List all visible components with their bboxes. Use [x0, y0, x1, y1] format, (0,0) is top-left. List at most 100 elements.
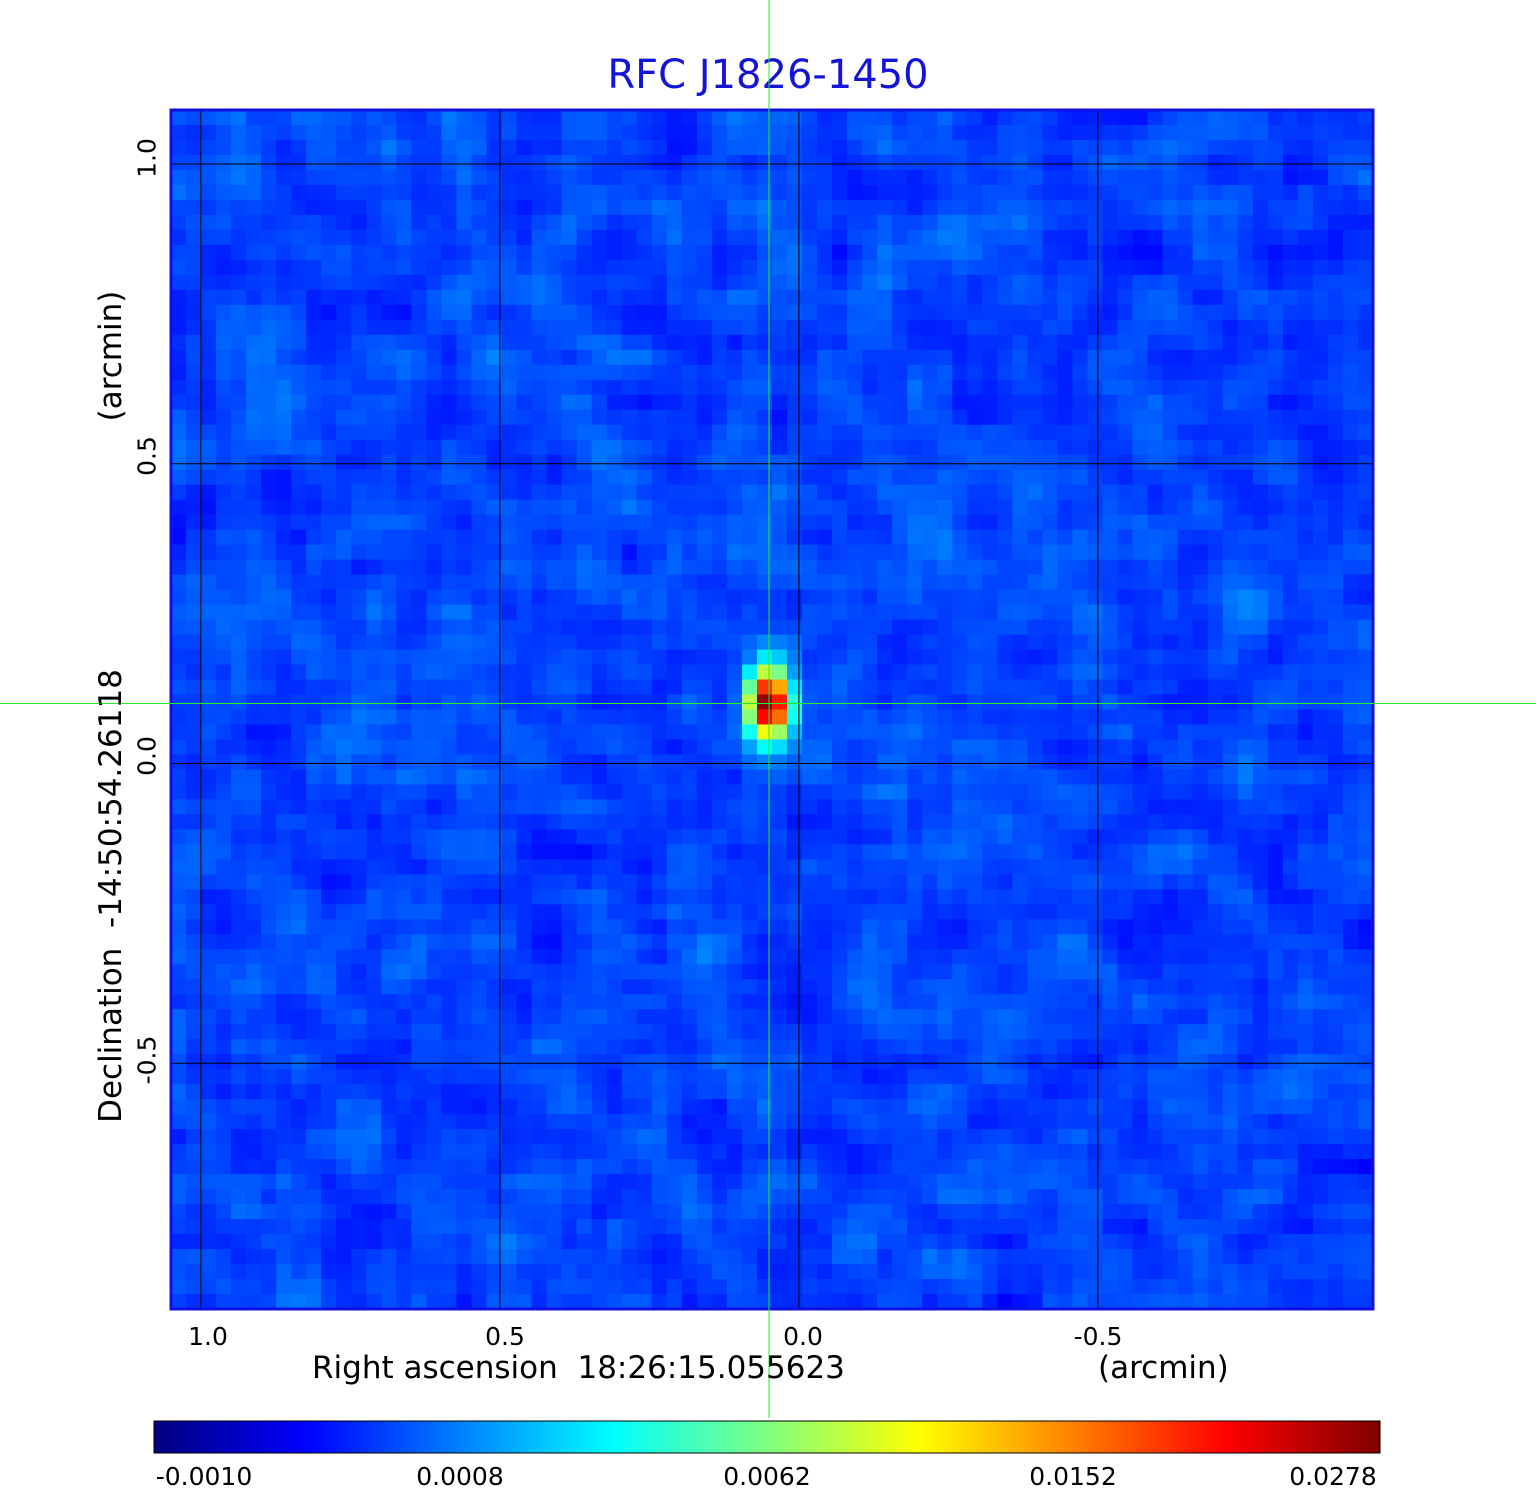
heatmap-cell: [231, 964, 247, 980]
heatmap-cell: [681, 529, 698, 546]
heatmap-cell: [621, 769, 638, 786]
heatmap-cell: [501, 889, 518, 905]
heatmap-cell: [201, 454, 217, 471]
heatmap-cell: [1327, 454, 1344, 471]
heatmap-cell: [711, 679, 728, 696]
heatmap-cell: [982, 289, 998, 306]
heatmap-cell: [1267, 904, 1284, 920]
heatmap-cell: [1087, 559, 1104, 576]
heatmap-cell: [1282, 889, 1299, 905]
heatmap-cell: [1012, 454, 1029, 471]
heatmap-cell: [1327, 274, 1344, 291]
heatmap-cell: [1132, 739, 1149, 756]
heatmap-cell: [1252, 784, 1269, 801]
heatmap-cell: [381, 829, 397, 845]
heatmap-cell: [1102, 349, 1119, 366]
heatmap-cell: [982, 574, 998, 591]
heatmap-cell: [621, 979, 638, 995]
heatmap-cell: [1042, 199, 1059, 216]
heatmap-cell: [561, 139, 578, 156]
heatmap-cell: [366, 874, 382, 890]
heatmap-cell: [411, 979, 428, 995]
heatmap-cell: [696, 124, 713, 141]
heatmap-cell: [952, 319, 968, 336]
heatmap-cell: [441, 934, 458, 950]
heatmap-cell: [1357, 184, 1374, 201]
heatmap-cell: [1057, 769, 1074, 786]
heatmap-cell: [366, 754, 382, 771]
heatmap-cell: [576, 829, 593, 845]
heatmap-cell: [576, 124, 593, 141]
heatmap-cell: [1012, 724, 1029, 741]
heatmap-cell: [411, 829, 428, 845]
heatmap-cell: [681, 469, 698, 486]
heatmap-cell: [1357, 829, 1374, 845]
heatmap-cell: [546, 184, 563, 201]
heatmap-cell: [216, 334, 232, 351]
heatmap-cell: [171, 589, 187, 606]
heatmap-cell: [1132, 649, 1149, 666]
heatmap-cell: [366, 394, 382, 411]
heatmap-cell: [877, 244, 893, 261]
heatmap-cell: [1222, 259, 1239, 276]
heatmap-cell: [1312, 364, 1329, 381]
heatmap-cell: [366, 634, 382, 651]
heatmap-cell: [756, 454, 773, 471]
heatmap-cell: [817, 514, 833, 531]
heatmap-cell: [696, 110, 713, 126]
heatmap-cell: [561, 769, 578, 786]
heatmap-cell: [396, 754, 413, 771]
heatmap-cell: [1222, 634, 1239, 651]
heatmap-cell: [862, 439, 878, 456]
heatmap-cell: [591, 619, 608, 636]
heatmap-cell: [982, 679, 998, 696]
heatmap-cell: [216, 679, 232, 696]
heatmap-cell: [216, 499, 232, 516]
heatmap-cell: [1222, 739, 1239, 756]
heatmap-cell: [1087, 499, 1104, 516]
heatmap-cell: [1072, 514, 1089, 531]
heatmap-cell: [802, 889, 818, 905]
heatmap-cell: [666, 964, 683, 980]
heatmap-cell: [1102, 244, 1119, 261]
heatmap-cell: [1207, 619, 1224, 636]
heatmap-cell: [486, 544, 503, 561]
heatmap-cell: [877, 649, 893, 666]
heatmap-cell: [1162, 679, 1179, 696]
heatmap-cell: [651, 139, 668, 156]
heatmap-cell: [366, 244, 382, 261]
heatmap-cell: [681, 169, 698, 186]
heatmap-cell: [456, 169, 473, 186]
heatmap-cell: [741, 904, 758, 920]
heatmap-cell: [982, 934, 998, 950]
heatmap-cell: [997, 154, 1014, 171]
heatmap-cell: [1267, 634, 1284, 651]
heatmap-cell: [576, 814, 593, 830]
heatmap-cell: [381, 409, 397, 426]
heatmap-cell: [726, 754, 743, 771]
heatmap-cell: [1027, 1024, 1044, 1040]
heatmap-cell: [636, 799, 653, 816]
heatmap-cell: [456, 274, 473, 291]
heatmap-cell: [1117, 364, 1134, 381]
heatmap-cell: [1117, 604, 1134, 621]
heatmap-cell: [832, 214, 848, 231]
heatmap-cell: [516, 110, 533, 126]
heatmap-cell: [1012, 544, 1029, 561]
heatmap-cell: [171, 184, 187, 201]
heatmap-cell: [621, 694, 638, 711]
heatmap-cell: [291, 769, 307, 786]
heatmap-cell: [246, 709, 262, 726]
heatmap-cell: [937, 874, 953, 890]
heatmap-cell: [1252, 769, 1269, 786]
heatmap-cell: [1342, 934, 1359, 950]
heatmap-cell: [186, 409, 202, 426]
heatmap-cell: [817, 559, 833, 576]
heatmap-cell: [1237, 274, 1254, 291]
heatmap-cell: [1117, 349, 1134, 366]
heatmap-cell: [696, 859, 713, 875]
heatmap-cell: [1087, 589, 1104, 606]
heatmap-cell: [772, 979, 788, 995]
heatmap-cell: [336, 574, 352, 591]
